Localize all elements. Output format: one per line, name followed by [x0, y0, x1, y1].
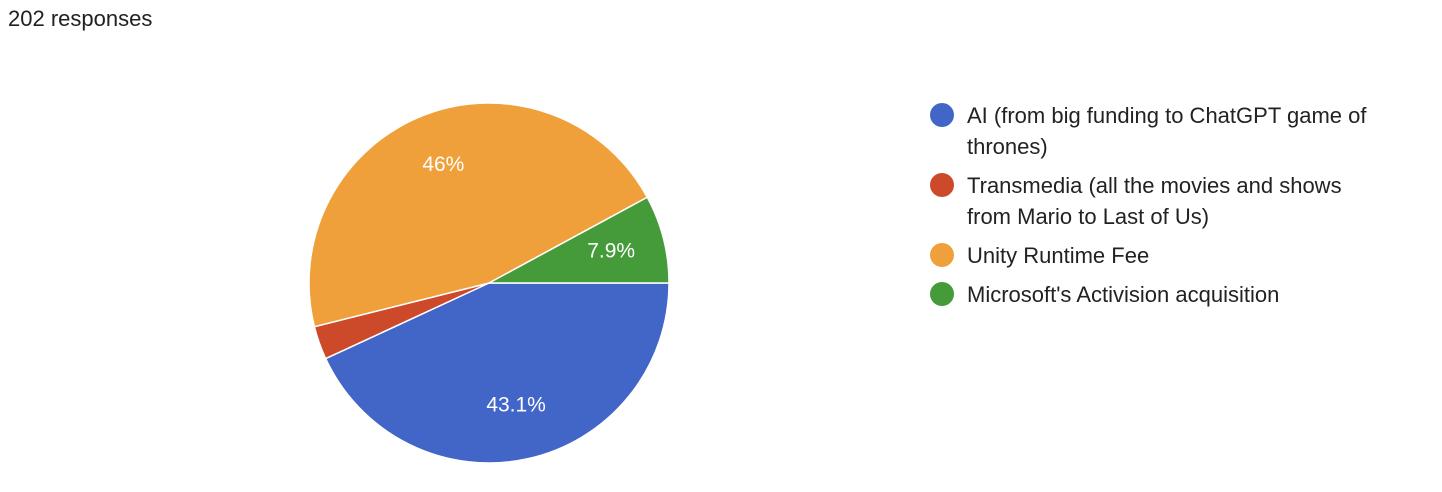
legend-item: Unity Runtime Fee	[930, 240, 1380, 271]
legend-label: AI (from big funding to ChatGPT game of …	[967, 103, 1367, 159]
response-count: 202 responses	[8, 6, 153, 31]
legend-label: Microsoft's Activision acquisition	[967, 282, 1280, 307]
legend-label: Unity Runtime Fee	[967, 243, 1150, 268]
slice-label: 43.1%	[486, 394, 546, 417]
legend-item: Microsoft's Activision acquisition	[930, 279, 1380, 310]
slice-label: 7.9%	[587, 240, 635, 263]
legend-swatch	[930, 173, 954, 197]
legend-item: AI (from big funding to ChatGPT game of …	[930, 100, 1380, 162]
pie-slice	[488, 196, 670, 284]
legend-item: Transmedia (all the movies and shows fro…	[930, 170, 1380, 232]
legend-swatch	[930, 243, 954, 267]
legend-swatch	[930, 282, 954, 306]
slice-label: 46%	[422, 153, 464, 176]
pie-slice	[308, 102, 649, 328]
legend-label: Transmedia (all the movies and shows fro…	[967, 173, 1342, 229]
legend: AI (from big funding to ChatGPT game of …	[930, 100, 1380, 318]
pie-slice	[324, 282, 670, 464]
legend-swatch	[930, 103, 954, 127]
